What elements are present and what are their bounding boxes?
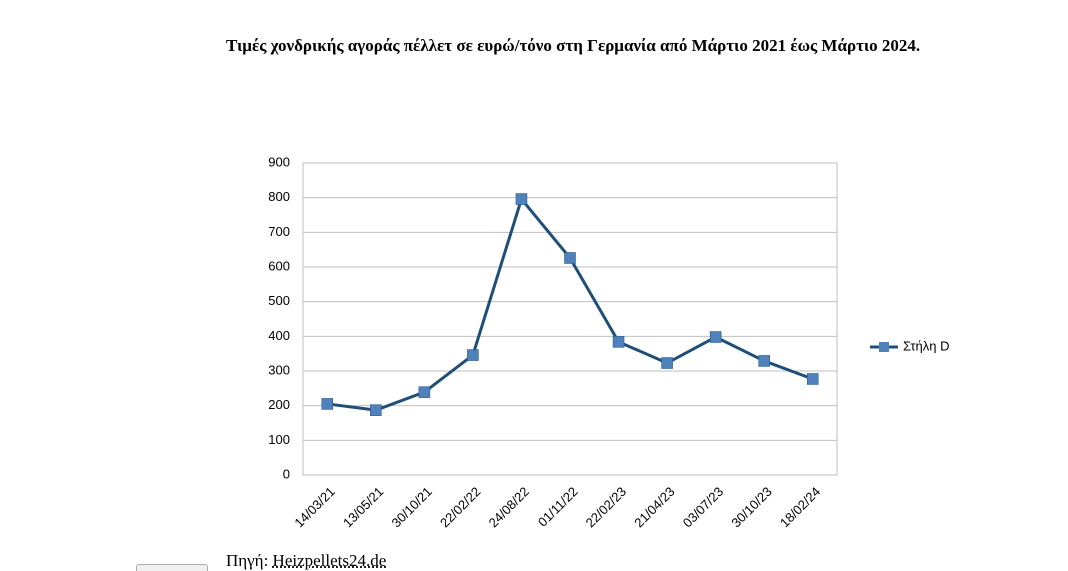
y-tick-label: 800 bbox=[268, 189, 290, 204]
x-tick-label: 30/10/21 bbox=[389, 484, 435, 530]
x-tick-label: 13/05/21 bbox=[340, 484, 386, 530]
marker bbox=[564, 252, 576, 264]
heading: Τιμές χονδρικής αγοράς πέλλετ σε ευρώ/τό… bbox=[226, 36, 921, 55]
x-tick-label: 21/04/23 bbox=[631, 484, 677, 530]
x-tick-label: 01/11/22 bbox=[535, 484, 581, 530]
marker bbox=[321, 398, 334, 410]
y-tick-label: 200 bbox=[268, 397, 290, 412]
legend-marker bbox=[879, 342, 889, 352]
marker bbox=[709, 331, 722, 343]
source-label: Πηγή: bbox=[226, 551, 269, 570]
y-tick-label: 100 bbox=[268, 432, 290, 447]
y-tick-label: 400 bbox=[268, 328, 290, 343]
source-link[interactable]: Heizpellets24.de bbox=[272, 551, 387, 570]
x-tick-label: 14/03/21 bbox=[291, 484, 337, 530]
y-tick-label: 700 bbox=[268, 224, 290, 239]
marker bbox=[661, 357, 673, 369]
button[interactable] bbox=[136, 564, 208, 571]
legend-label: Στήλη D bbox=[903, 338, 950, 353]
y-tick-label: 600 bbox=[268, 258, 290, 273]
plot-border bbox=[302, 162, 838, 476]
y-tick-label: 0 bbox=[283, 466, 290, 481]
marker bbox=[515, 193, 528, 205]
marker bbox=[418, 386, 431, 398]
x-tick-label: 03/07/23 bbox=[680, 484, 726, 530]
marker bbox=[758, 355, 770, 367]
marker bbox=[467, 349, 479, 361]
marker bbox=[370, 404, 382, 416]
y-tick-label: 300 bbox=[268, 362, 290, 377]
chart: 0 100 200 300 400 500 600 700 800 900 14/03/21 13/0… bbox=[268, 154, 950, 530]
series-line bbox=[327, 197, 814, 412]
marker bbox=[806, 373, 819, 385]
x-tick-label: 30/10/23 bbox=[728, 484, 774, 530]
x-tick-label: 22/02/22 bbox=[437, 484, 483, 530]
y-tick-label: 500 bbox=[268, 293, 290, 308]
x-tick-label: 22/02/23 bbox=[583, 484, 629, 530]
y-tick-label: 900 bbox=[268, 154, 290, 169]
x-tick-label: 24/08/22 bbox=[486, 484, 532, 530]
x-tick-label: 18/02/24 bbox=[777, 484, 823, 530]
source: Πηγή: Heizpellets24.de bbox=[226, 551, 386, 571]
marker bbox=[612, 336, 625, 348]
